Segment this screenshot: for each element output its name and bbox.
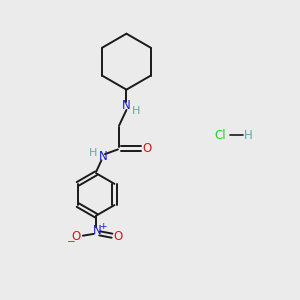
Text: +: + <box>99 222 106 231</box>
Text: O: O <box>72 230 81 243</box>
Text: Cl: Cl <box>215 129 226 142</box>
Text: N: N <box>93 224 102 238</box>
Text: N: N <box>122 99 130 112</box>
Text: O: O <box>142 142 152 155</box>
Text: H: H <box>132 106 140 116</box>
Text: H: H <box>88 148 97 158</box>
Text: N: N <box>99 150 108 163</box>
Text: −: − <box>67 238 76 248</box>
Text: H: H <box>244 129 253 142</box>
Text: O: O <box>113 230 122 243</box>
